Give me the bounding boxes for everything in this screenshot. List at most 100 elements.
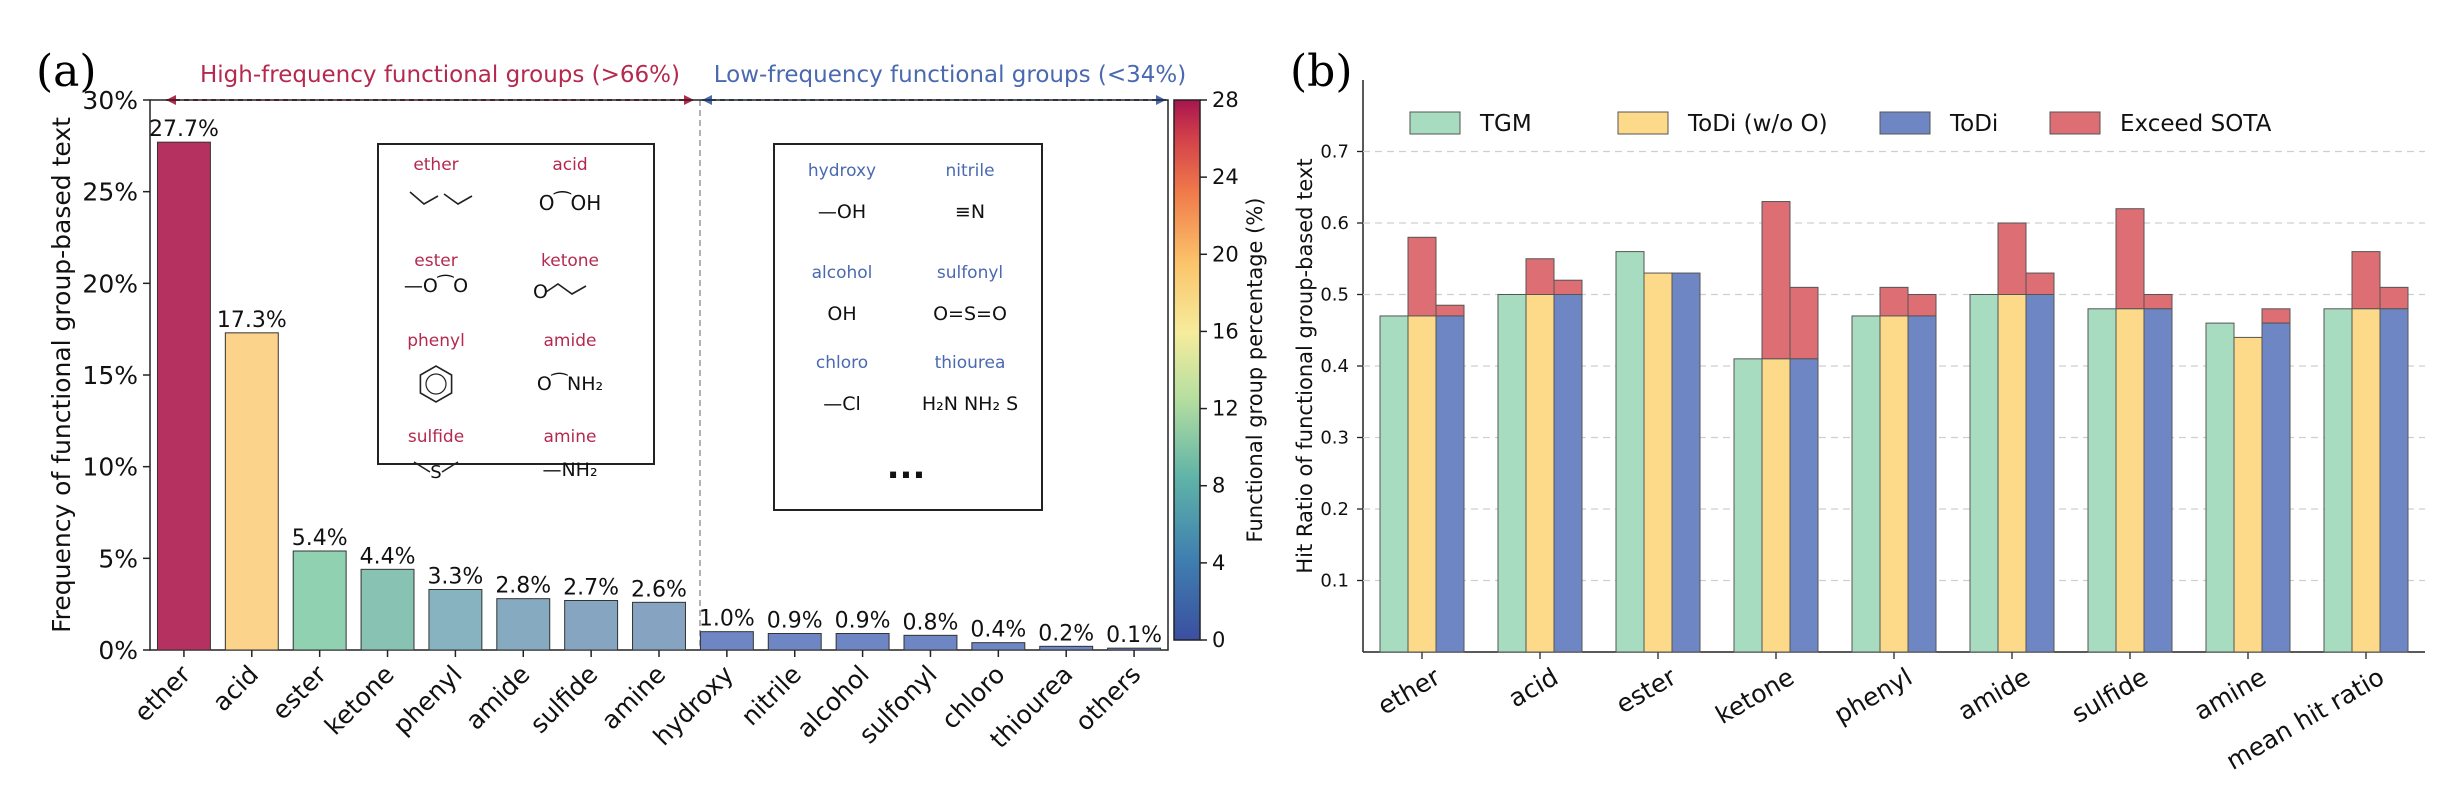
bar-value-label: 0.9%: [835, 609, 891, 634]
structure-formula-nitrile: ≡N: [955, 201, 985, 223]
structure-formula-amine: —NH₂: [542, 459, 597, 481]
bar-value-label: 0.8%: [903, 610, 959, 635]
legend-swatch: [1409, 111, 1461, 135]
colorbar-ticks: 0 4 8 12 16 20 24 28: [1200, 88, 1239, 652]
bar-value-label: 3.3%: [427, 565, 483, 590]
y-tick-label: 0.2: [1320, 499, 1349, 520]
bar-sulfonyl: [903, 634, 958, 651]
legend-label: ToDi: [1949, 111, 1998, 137]
structure-name-alcohol: alcohol: [812, 263, 873, 283]
high-frequency-structure-box: [377, 143, 655, 465]
structure-formula-sulfide: S: [430, 462, 441, 483]
colorbar-tick-label: 20: [1212, 242, 1239, 266]
bar-exceed-sota-ketone: [1789, 286, 1819, 360]
colorbar: [1173, 99, 1201, 641]
panel-a-label: (a): [36, 46, 97, 97]
bar-exceed-sota-acid: [1525, 258, 1555, 295]
y-tick-label: 0.4: [1320, 356, 1349, 377]
bar-value-label: 2.6%: [631, 577, 687, 602]
legend-label: Exceed SOTA: [2120, 111, 2272, 137]
bar-value-label: 0.1%: [1106, 623, 1162, 648]
y-axis-label: Frequency of functional group-based text: [47, 117, 76, 633]
y-tick-label: 0%: [98, 636, 138, 665]
bar-ester: [292, 550, 347, 651]
colorbar-label: Functional group percentage (%): [1243, 198, 1267, 543]
x-tick-label: ether: [1373, 662, 1446, 721]
structure-formula-alcohol: OH: [827, 303, 856, 325]
structure-name-ester: ester: [414, 251, 457, 271]
bar-exceed-sota-amine: [2261, 308, 2291, 324]
structure-formula-ester: —O⁀O: [404, 273, 468, 297]
bar-todi-sulfide: [2143, 308, 2173, 653]
structure-sketch: [545, 283, 587, 295]
bar-todi-w-o-o--acid: [1525, 294, 1555, 653]
low-frequency-structure-box: [773, 143, 1043, 511]
x-tick-label: amide: [460, 660, 536, 736]
structure-name-amide: amide: [544, 331, 597, 351]
x-tick-label: amide: [1953, 662, 2035, 726]
bar-value-label: 27.7%: [149, 117, 219, 142]
legend-swatch: [1879, 111, 1931, 135]
bar-exceed-sota-ether: [1435, 304, 1465, 317]
bar-todi-w-o-o--phenyl: [1879, 315, 1909, 653]
panel-b-legend: TGM ToDi (w/o O) ToDi Exceed SOTA: [1409, 111, 2272, 137]
x-tick-label: others: [1069, 660, 1146, 737]
bar-exceed-sota-sulfide: [2115, 208, 2145, 310]
bar-todi-acid: [1553, 294, 1583, 653]
bar-todi-amine: [2261, 322, 2291, 653]
colorbar-tick-label: 16: [1212, 319, 1239, 343]
bar-exceed-sota-ketone: [1761, 201, 1791, 360]
bar-todi-mean-hit-ratio: [2379, 308, 2409, 653]
bar-todi-w-o-o--mean-hit-ratio: [2351, 308, 2381, 653]
structure-formula-sulfonyl: O=S=O: [933, 303, 1007, 325]
bar-tgm-phenyl: [1851, 315, 1881, 653]
y-tick-label: 0.7: [1320, 142, 1349, 163]
structure-formula-hydroxy: —OH: [818, 201, 866, 223]
legend-swatch: [1617, 111, 1669, 135]
y-tick-label: 15%: [82, 361, 138, 390]
bar-exceed-sota-mean hit ratio: [2351, 251, 2381, 310]
panel-b-label: (b): [1290, 46, 1353, 97]
structure-name-hydroxy: hydroxy: [808, 161, 876, 181]
bar-exceed-sota-sulfide: [2143, 294, 2173, 310]
x-tick-label: ester: [1611, 662, 1681, 719]
bar-tgm-ether: [1379, 315, 1409, 653]
bar-sulfide: [564, 600, 619, 651]
y-tick-label: 0.1: [1320, 571, 1349, 592]
colorbar-tick-label: 28: [1212, 88, 1239, 112]
y-axis-label: Hit Ratio of functional group-based text: [1293, 158, 1317, 573]
bar-todi-ether: [1435, 315, 1465, 653]
phenyl-ring-inner: [425, 373, 447, 395]
bar-acid: [224, 332, 279, 651]
bar-thiourea: [1039, 645, 1094, 651]
bar-exceed-sota-phenyl: [1879, 286, 1909, 317]
y-tick-label: 0.5: [1320, 285, 1349, 306]
bar-value-label: 17.3%: [217, 308, 287, 333]
high-frequency-structures: ether acid ester ketone phenyl amide sulfide am…: [404, 155, 603, 483]
panel-a-bars: 27.7% 17.3% 5.4% 4.4% 3.3% 2.8% 2.7% 2.6% 1.0% 0.…: [149, 117, 1162, 651]
x-tick-label: sulfide: [524, 660, 603, 739]
bar-ether: [156, 141, 211, 651]
bar-amine: [632, 601, 686, 651]
low-frequency-structures: hydroxy —OH nitrile ≡N alcohol OH sulfonyl O=S=…: [808, 161, 1018, 415]
structure-sketch: [409, 191, 473, 205]
bar-alcohol: [835, 633, 890, 651]
bar-value-label: 2.7%: [563, 576, 619, 601]
colorbar-tick-label: 4: [1212, 551, 1225, 575]
y-tick-label: 20%: [82, 269, 138, 298]
y-tick-label: 30%: [82, 86, 138, 115]
bar-hydroxy: [699, 631, 754, 651]
x-tick-label: phenyl: [1829, 662, 1917, 729]
structure-ketone-o: O: [533, 281, 548, 303]
bar-exceed-sota-phenyl: [1907, 294, 1937, 317]
x-tick-label: ketone: [1711, 662, 1799, 730]
high-frequency-label: High-frequency functional groups (>66%): [200, 62, 680, 88]
bar-tgm-ketone: [1733, 358, 1763, 653]
bar-tgm-sulfide: [2087, 308, 2117, 653]
x-tick-label: sulfide: [2067, 662, 2153, 729]
bar-value-label: 0.4%: [970, 618, 1026, 643]
bar-exceed-sota-acid: [1553, 279, 1583, 296]
more-groups-ellipsis: ...: [887, 447, 926, 487]
